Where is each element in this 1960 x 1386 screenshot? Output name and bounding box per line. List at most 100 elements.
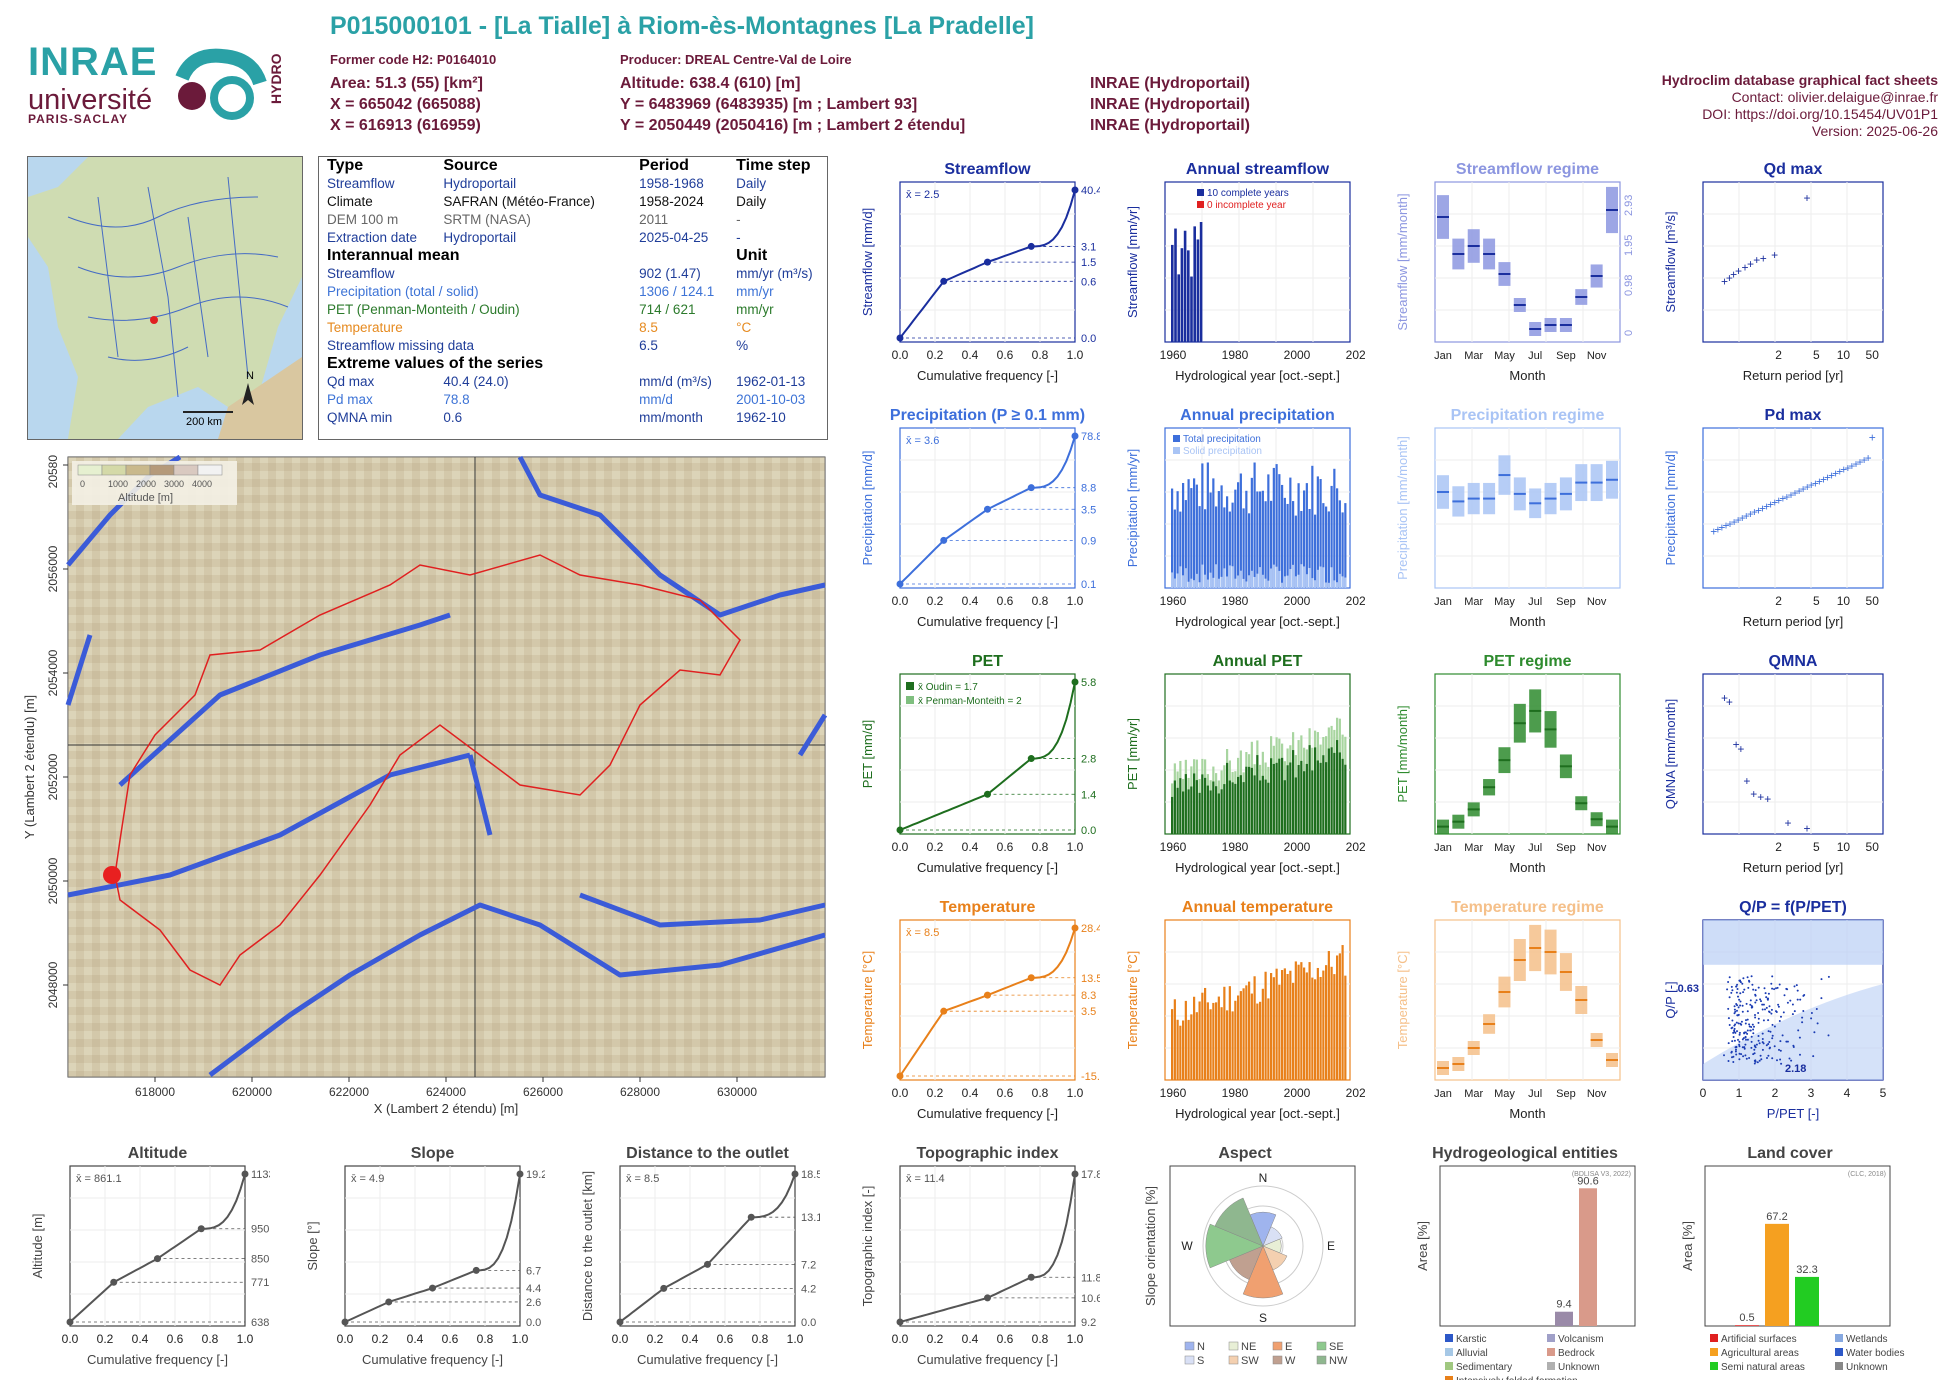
x-tick-label: 50: [1866, 594, 1880, 608]
quantile-point: [984, 258, 991, 266]
altitude-legend-tick: 2000: [136, 479, 156, 489]
data-point: [1788, 1057, 1791, 1060]
data-point: [1746, 1010, 1749, 1013]
legend-label: Solid precipitation: [1183, 446, 1262, 457]
legend-label: Agricultural areas: [1721, 1348, 1799, 1359]
data-point: [1731, 1040, 1734, 1043]
plot-area: [899, 673, 1076, 835]
bar: [1314, 979, 1317, 1080]
data-point: [1776, 986, 1779, 989]
data-point: [1754, 1060, 1757, 1063]
chart-title: Annual PET: [1213, 653, 1303, 670]
right-tick-label: 1.95: [1623, 235, 1635, 256]
bar: [1248, 575, 1251, 588]
data-point: [1810, 1017, 1813, 1020]
data-point: [1727, 1042, 1730, 1045]
bar: [1171, 572, 1174, 588]
x-tick-label: Jan: [1434, 350, 1452, 362]
bar: [1256, 491, 1259, 588]
data-point: [1760, 1058, 1763, 1061]
legend-label: Water bodies: [1846, 1348, 1905, 1359]
legend-swatch: [1228, 1355, 1239, 1365]
data-point: [1743, 1031, 1746, 1034]
bar: [1204, 574, 1207, 588]
map-ytick-label: 2048000: [46, 961, 60, 1008]
altitude-legend-tick: 4000: [192, 479, 212, 489]
chart-panel: QMNA QMNA [mm/month] Return period [yr] 2 5 1…: [1663, 653, 1884, 875]
x-tick-label: 5: [1813, 348, 1820, 362]
bar: [1217, 996, 1220, 1080]
rose-sector: [1242, 1245, 1284, 1299]
legend-label: Volcanism: [1558, 1334, 1604, 1345]
bar: [1289, 569, 1292, 588]
right-tick-label: 0.0: [801, 1317, 816, 1329]
x-tick-label: 0.0: [612, 1332, 629, 1346]
data-point: [1746, 1032, 1749, 1035]
mean-label: x̄ = 11.4: [906, 1173, 945, 1185]
data-point: [1746, 976, 1749, 979]
x-tick-label: Nov: [1587, 596, 1607, 608]
bar: [1183, 230, 1187, 342]
altitude-legend-tick: 3000: [164, 479, 184, 489]
data-point: [1750, 975, 1753, 978]
data-point: [1757, 1017, 1760, 1020]
bar: [1305, 763, 1308, 834]
bar: [1272, 763, 1275, 834]
legend-swatch: [1445, 1334, 1453, 1342]
th-period: Period: [639, 157, 689, 174]
bar: [1234, 1000, 1237, 1080]
data-point: [1730, 991, 1733, 994]
outlet-marker-icon: [103, 866, 121, 884]
quantile-point: [747, 1213, 755, 1221]
legend-swatch: [1445, 1362, 1453, 1370]
scale-label: 200 km: [186, 416, 222, 428]
data-point: +: [1747, 507, 1754, 521]
bar: [1261, 490, 1264, 588]
data-point: [1746, 1029, 1749, 1032]
data-label: 32.3: [1796, 1264, 1817, 1276]
data-point: [1801, 1016, 1804, 1019]
chart-panel: Precipitation regime Precipitation [mm/mo…: [1395, 407, 1621, 629]
bar: [1327, 511, 1330, 588]
bar: [1272, 977, 1275, 1080]
france-map: N 200 km: [27, 156, 303, 440]
data-point: [1746, 1038, 1749, 1041]
data-point: [1802, 1010, 1805, 1012]
data-point: [1739, 992, 1742, 995]
x-tick-label: 0.2: [372, 1332, 389, 1346]
data-point: [1782, 1011, 1785, 1014]
bar: [1330, 966, 1333, 1080]
quantile-point: [241, 1170, 249, 1178]
qp-lower-zone: [1703, 984, 1883, 1080]
x-tick-label: 1: [1736, 1086, 1743, 1100]
data-point: [1759, 1054, 1762, 1057]
bar: [1228, 565, 1231, 588]
data-point: [1786, 1001, 1789, 1004]
chart-panel: Precipitation (P ≥ 0.1 mm) Precipitation …: [860, 407, 1100, 629]
bar: [1253, 976, 1256, 1080]
data-label: 0.5: [1739, 1312, 1754, 1324]
x-tick-label: 0.6: [997, 348, 1014, 362]
data-point: [1755, 999, 1758, 1002]
bar: [1765, 1223, 1789, 1326]
x-tick-label: 0.2: [647, 1332, 664, 1346]
bar: [1242, 508, 1245, 588]
right-tick-label: 0.9: [1081, 535, 1096, 547]
bar: [1322, 567, 1325, 588]
data-point: [1738, 1033, 1741, 1036]
bar: [1173, 999, 1176, 1080]
plot-area: [899, 1165, 1076, 1327]
x-tick-label: Jul: [1528, 350, 1542, 362]
x-tick-label: 2000: [1284, 594, 1311, 608]
data-point: [1758, 1059, 1761, 1062]
x-tick-label: 0.0: [892, 840, 909, 854]
data-point: [1763, 987, 1766, 990]
data-point: [1771, 1057, 1774, 1060]
bar: [1179, 1025, 1182, 1080]
chart-panel: Slope Slope [°] Cumulative frequency [-] 0.…: [305, 1145, 545, 1367]
data-point: [1753, 1062, 1756, 1065]
bar: [1305, 483, 1308, 588]
bar: [1242, 988, 1245, 1080]
compass-label: S: [1259, 1311, 1267, 1325]
altitude-legend-tick: 0: [80, 479, 85, 489]
